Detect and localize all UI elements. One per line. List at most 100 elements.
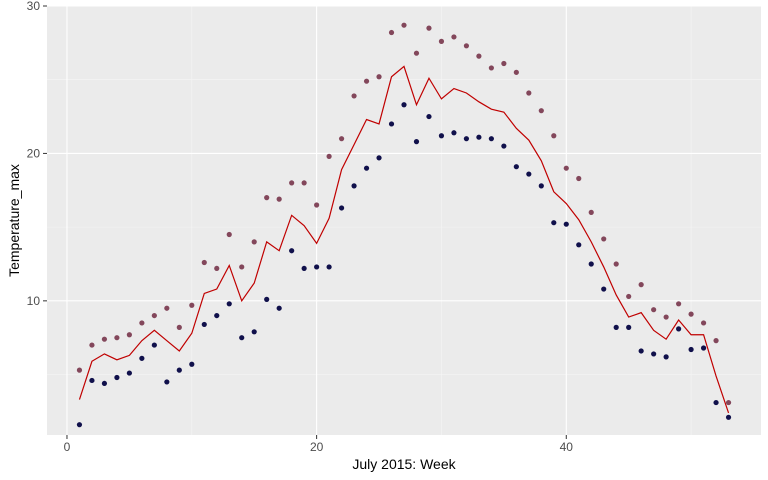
series-1-point: [189, 361, 195, 367]
series-0-point: [139, 320, 145, 326]
series-0-point: [214, 265, 220, 272]
grid-minor: [47, 6, 761, 435]
series-1-point: [513, 164, 519, 170]
series-0-point: [476, 53, 482, 59]
series-1-point: [214, 312, 220, 319]
series-1-point: [626, 324, 632, 330]
series-1-point: [401, 102, 407, 108]
series-0-point: [626, 293, 632, 300]
series-0-point: [700, 320, 707, 326]
series-0-point: [264, 195, 270, 201]
series-0-point: [388, 29, 395, 36]
series-0-point: [638, 282, 644, 288]
series-1-point: [151, 342, 157, 348]
series-1-point: [226, 301, 232, 307]
series-0-point: [239, 264, 245, 270]
series-1-point: [376, 155, 382, 161]
series-0-point: [651, 307, 657, 313]
series-1-point: [463, 136, 470, 142]
series-1-point: [526, 171, 532, 177]
series-1-point: [601, 286, 607, 292]
series-0-point: [725, 399, 732, 406]
series-0-point: [363, 78, 370, 84]
series-1-point: [363, 165, 370, 171]
series-line-2: [78, 65, 730, 414]
series-1-point: [314, 264, 320, 270]
series-0-point: [126, 332, 132, 338]
series-1-point: [438, 133, 445, 139]
series-0-point: [76, 367, 83, 373]
series-1-point: [326, 264, 332, 270]
series-0-point: [513, 69, 519, 75]
y-axis: 10 20 30: [27, 0, 47, 308]
series-0-point: [526, 90, 532, 96]
series-0-point: [563, 165, 569, 171]
series-0-point: [326, 153, 332, 159]
y-tick-label: 30: [27, 0, 41, 13]
series-0-point: [501, 60, 507, 67]
series-0-point: [89, 342, 95, 348]
series-1-point: [264, 296, 270, 302]
series-1-point: [613, 324, 619, 330]
series-1-point: [139, 355, 145, 361]
series-0-point: [426, 25, 432, 31]
series-1-point: [488, 136, 494, 142]
plot-panel: [47, 6, 761, 435]
series-0-point: [538, 108, 544, 114]
series-1-point: [688, 346, 694, 353]
series-1-point: [638, 348, 644, 354]
series-0-point: [176, 324, 182, 330]
series-0-point: [463, 43, 470, 49]
series-0-point: [338, 136, 345, 142]
series-0-point: [376, 74, 382, 80]
series-0-point: [576, 175, 582, 182]
series-1-point: [451, 130, 457, 136]
series-0-point: [289, 180, 295, 186]
series-1-point: [663, 354, 669, 360]
series-0-point: [551, 133, 557, 139]
series-1-point: [676, 326, 682, 332]
series-1-point: [713, 399, 719, 406]
series-0-point: [663, 314, 669, 320]
series-1-point: [176, 367, 182, 373]
series-1-point: [388, 121, 395, 127]
series-1-point: [76, 422, 83, 428]
y-axis-title: Temperature_max: [6, 164, 22, 277]
series-layer: [76, 22, 732, 428]
series-0-point: [488, 65, 494, 71]
series-0-point: [613, 261, 619, 267]
series-1-point: [563, 221, 569, 227]
series-0-point: [189, 302, 195, 308]
series-1-point: [725, 414, 732, 420]
series-0-point: [713, 338, 719, 344]
series-1-point: [251, 329, 257, 335]
series-1-point: [501, 143, 507, 149]
series-0-point: [114, 335, 120, 341]
series-1-point: [239, 335, 245, 341]
x-axis: 0 20 40: [64, 435, 573, 454]
series-1-point: [588, 261, 594, 267]
grid-major: [47, 5, 761, 435]
series-0-point: [351, 93, 357, 99]
x-axis-title: July 2015: Week: [352, 456, 456, 472]
series-0-point: [314, 202, 320, 208]
series-1-point: [700, 345, 707, 351]
series-0-point: [451, 34, 457, 40]
series-0-point: [164, 305, 170, 311]
series-1-point: [551, 220, 557, 226]
series-0-point: [438, 38, 445, 44]
series-0-point: [151, 312, 157, 319]
series-1-point: [301, 265, 307, 272]
series-1-point: [426, 113, 432, 120]
series-0-point: [201, 259, 207, 266]
series-1-point: [114, 374, 120, 381]
series-0-point: [226, 231, 232, 238]
series-0-point: [588, 209, 594, 215]
series-1-point: [101, 380, 108, 387]
series-1-point: [89, 377, 95, 384]
series-1-point: [651, 351, 657, 357]
x-tick-label: 20: [310, 440, 324, 454]
y-tick-label: 10: [27, 294, 41, 308]
series-1-point: [576, 242, 582, 248]
